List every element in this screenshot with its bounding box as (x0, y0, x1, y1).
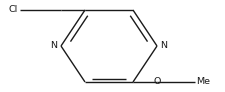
Text: Cl: Cl (9, 6, 18, 15)
Text: N: N (50, 41, 57, 51)
Text: O: O (153, 77, 160, 86)
Text: N: N (160, 41, 167, 51)
Text: Me: Me (195, 77, 209, 86)
